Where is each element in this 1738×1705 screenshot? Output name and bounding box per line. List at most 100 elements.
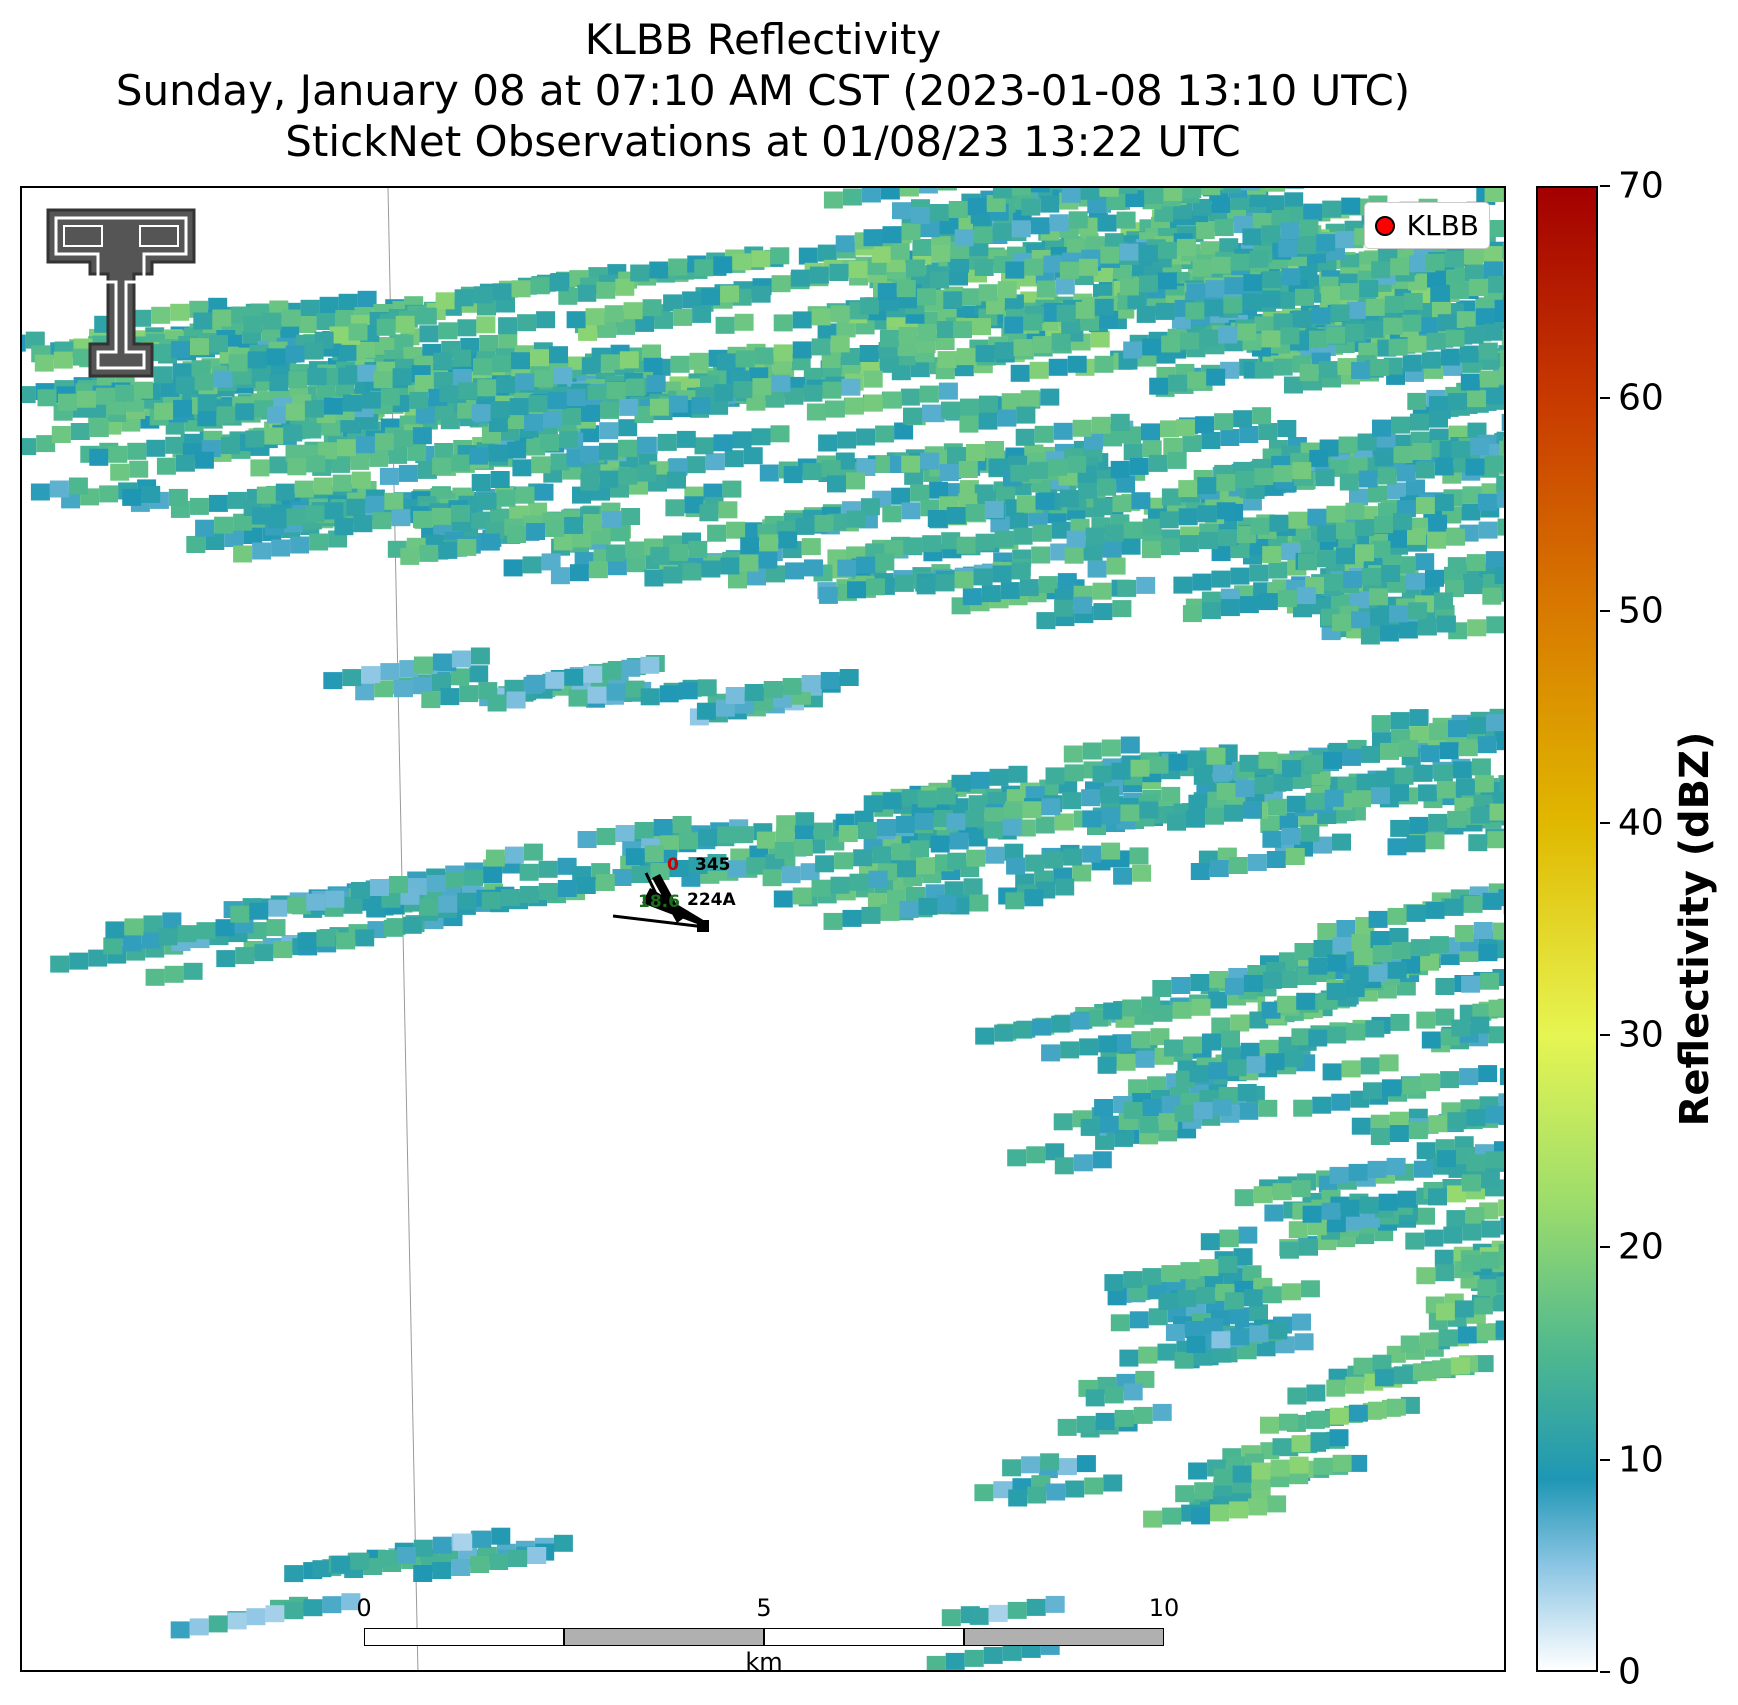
reflectivity-cell (1302, 1205, 1322, 1223)
reflectivity-cell (818, 586, 838, 604)
reflectivity-cell (1504, 826, 1506, 843)
reflectivity-cell (1388, 530, 1407, 548)
scale-bar: 0 5 10 km (356, 1594, 1179, 1670)
reflectivity-cell (471, 474, 491, 491)
reflectivity-cell (1502, 243, 1504, 261)
reflectivity-cell (1419, 1332, 1439, 1350)
reflectivity-cell (1304, 754, 1323, 772)
reflectivity-cell (1076, 1415, 1096, 1433)
reflectivity-cell (778, 531, 798, 549)
reflectivity-cell (1427, 531, 1447, 549)
reflectivity-cell (1445, 329, 1465, 347)
reflectivity-cell (1220, 429, 1240, 446)
reflectivity-cell (470, 647, 490, 665)
reflectivity-cell (875, 553, 895, 571)
reflectivity-cell (1428, 813, 1448, 831)
reflectivity-cell (1208, 1062, 1228, 1080)
reflectivity-cell (1504, 802, 1506, 819)
reflectivity-cell (439, 385, 459, 403)
reflectivity-cell (1309, 330, 1328, 348)
reflectivity-cell (713, 434, 733, 452)
reflectivity-cell (844, 397, 864, 415)
reflectivity-cell (1285, 848, 1305, 865)
reflectivity-cell (918, 897, 938, 915)
reflectivity-cell (1279, 813, 1299, 830)
reflectivity-cell (342, 394, 362, 412)
reflectivity-cell (1266, 851, 1286, 868)
reflectivity-cell (1351, 934, 1371, 951)
reflectivity-cell (1131, 1031, 1151, 1049)
reflectivity-cell (863, 229, 883, 247)
reflectivity-cell (334, 518, 354, 536)
reflectivity-cell (1387, 907, 1407, 925)
reflectivity-cell (1099, 1115, 1119, 1133)
reflectivity-cell (1308, 957, 1328, 975)
reflectivity-cell (1309, 449, 1329, 467)
reflectivity-cell (1216, 783, 1236, 800)
reflectivity-cell (1454, 1300, 1474, 1318)
reflectivity-cell (287, 896, 307, 914)
reflectivity-cell (503, 559, 523, 577)
reflectivity-cell (1412, 443, 1432, 460)
reflectivity-cell (946, 813, 966, 831)
reflectivity-cell (673, 308, 693, 326)
reflectivity-cell (1142, 440, 1162, 458)
reflectivity-cell (379, 467, 399, 485)
reflectivity-cell (880, 188, 900, 200)
reflectivity-cell (1487, 831, 1504, 849)
reflectivity-cell (825, 400, 845, 418)
scale-segment (964, 1628, 1164, 1646)
reflectivity-cell (1462, 1223, 1482, 1241)
reflectivity-cell (1440, 1071, 1460, 1089)
reflectivity-cell (1235, 471, 1255, 489)
reflectivity-cell (271, 539, 291, 557)
reflectivity-cell (1326, 505, 1346, 523)
reflectivity-cell (1078, 481, 1098, 499)
reflectivity-cell (34, 354, 54, 372)
reflectivity-cell (1308, 1029, 1328, 1047)
reflectivity-cell (1359, 280, 1379, 298)
reflectivity-cell (860, 297, 879, 315)
reflectivity-cell (1234, 1189, 1254, 1207)
reflectivity-cell (275, 483, 295, 501)
reflectivity-cell (216, 406, 236, 424)
reflectivity-cell (396, 1547, 416, 1564)
reflectivity-cell (549, 274, 569, 292)
reflectivity-cell (324, 502, 344, 520)
reflectivity-cell (1370, 1128, 1390, 1145)
reflectivity-cell (72, 348, 92, 366)
reflectivity-cell (481, 892, 501, 909)
radar-map[interactable]: KLBB 0 345 18.6 224A 0 5 10 km (20, 186, 1506, 1672)
reflectivity-cell (374, 433, 394, 451)
reflectivity-cell (1348, 1404, 1368, 1422)
reflectivity-cell (1161, 1265, 1181, 1283)
reflectivity-cell (1164, 1039, 1183, 1057)
reflectivity-cell (1097, 478, 1117, 496)
reflectivity-cell (1324, 574, 1344, 591)
reflectivity-cell (313, 477, 333, 495)
reflectivity-cell (1061, 188, 1081, 203)
reflectivity-cell (754, 347, 774, 365)
reflectivity-cell (994, 342, 1014, 360)
reflectivity-cell (1437, 314, 1457, 332)
reflectivity-cell (1138, 244, 1158, 262)
station-id[interactable]: 224A (687, 890, 736, 910)
reflectivity-cell (1191, 998, 1211, 1016)
reflectivity-cell (1440, 348, 1460, 366)
reflectivity-cell (1024, 889, 1044, 907)
reflectivity-cell (1371, 715, 1391, 733)
reflectivity-cell (1097, 214, 1117, 232)
reflectivity-cell (728, 571, 747, 589)
reflectivity-cell (842, 188, 862, 206)
reflectivity-cell (1103, 1474, 1123, 1492)
reflectivity-cell (1292, 310, 1312, 328)
reflectivity-cell (583, 514, 603, 531)
reflectivity-cell (692, 305, 712, 323)
reflectivity-cell (1369, 588, 1388, 606)
reflectivity-cell (527, 1547, 547, 1564)
reflectivity-cell (860, 498, 880, 516)
reflectivity-cell (813, 822, 833, 840)
reflectivity-cell (649, 398, 669, 416)
reflectivity-cell (316, 383, 336, 401)
reflectivity-cell (1287, 1387, 1307, 1405)
